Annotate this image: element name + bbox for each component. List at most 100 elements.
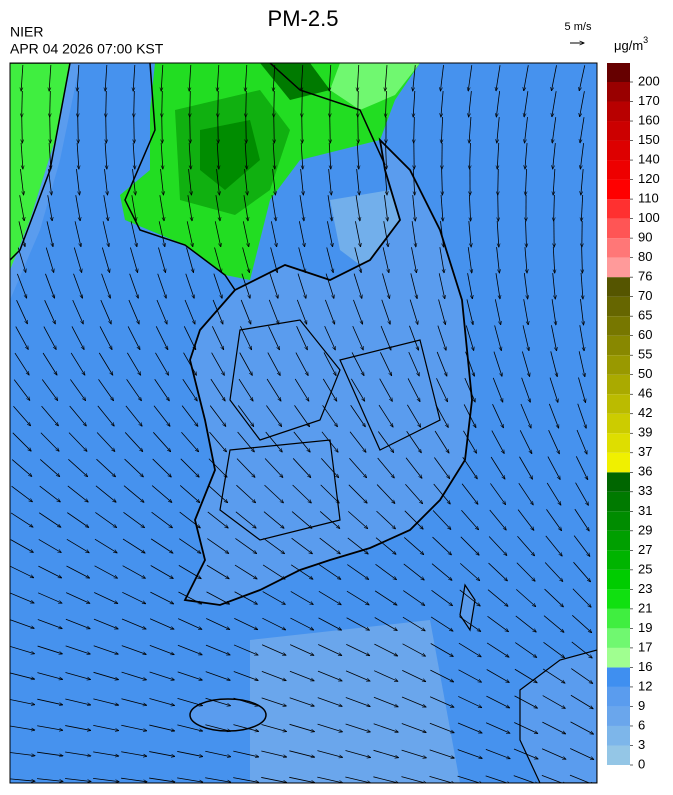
wind-arrow [378,431,393,453]
pm-area [330,63,420,110]
japan [519,649,597,783]
colorbar-label: 42 [638,405,652,420]
wind-arrow [345,697,370,706]
wind-arrow [218,90,219,117]
colorbar-segment [607,238,630,258]
wind-arrow [213,273,222,299]
wind-arrow [177,698,203,705]
wind-arrow [463,404,476,427]
wind-arrow [49,65,52,91]
wind-arrow [67,512,88,528]
wind-arrow [514,722,538,733]
colorbar-segment [607,355,630,375]
wind-arrow [38,565,61,578]
wind-arrow [374,643,397,656]
wind-arrow [440,65,444,91]
wind-arrow [403,563,424,580]
wind-arrow [302,90,303,117]
wind-arrow [301,64,303,91]
wind-arrow [492,404,504,428]
wind-arrow [519,430,532,453]
wind-arrow [208,485,227,502]
wind-arrow [10,565,33,577]
wind-arrow [383,221,388,247]
wind-arrow [322,378,336,401]
wind-arrow [162,90,163,117]
colorbar: 0369121617192123252729313336373942465055… [607,63,660,771]
colorbar-segment [607,296,630,317]
wind-arrow [551,299,556,325]
wind-arrow [124,432,143,451]
wind-arrow [318,644,342,655]
wind-arrow [71,326,84,349]
wind-arrow [209,405,226,427]
wind-arrow [517,535,534,556]
wind-arrow [442,168,443,195]
wind-arrow [217,64,219,91]
wind-arrow [570,694,593,709]
wind-arrow [574,508,589,531]
wind-arrow [207,511,228,528]
wind-arrow [149,698,174,706]
wind-arrow [274,90,275,117]
colorbar-label: 21 [638,600,652,615]
wind-arrow [121,724,146,731]
wind-arrow [128,299,139,324]
unit: μg/m3 [614,35,648,53]
wind-arrow [261,697,287,706]
wind-arrow [496,91,501,117]
wind-arrow [497,221,499,247]
wind-arrow [212,326,223,349]
wind-arrow [102,221,109,246]
colorbar-label: 70 [638,288,652,303]
wind-arrow [580,117,585,143]
wind-arrow [121,671,147,680]
colorbar-label: 16 [638,659,652,674]
colorbar-segment [607,257,630,278]
wind-arrow [65,778,91,781]
wind-arrow [233,724,258,732]
colorbar-label: 76 [638,269,652,284]
wind-arrow [215,195,220,221]
wind-arrow [291,511,312,529]
wind-arrow [572,615,591,632]
colorbar-label: 140 [638,151,660,166]
wind-arrow [296,326,308,350]
wind-arrow [436,351,447,376]
wind-arrow [65,618,90,628]
wind-arrow [290,591,313,604]
wind-arrow [37,698,62,705]
colorbar-segment [607,745,630,765]
wind-arrow [44,299,56,324]
wind-arrow [349,431,366,453]
wind-arrow [490,456,505,479]
wind-arrow [130,247,137,273]
wind-arrow [467,247,472,273]
wind-arrow [10,752,35,755]
wind-arrow [468,221,471,247]
wind-arrow [151,511,173,528]
wind-arrow [150,591,173,604]
wind-arrow [292,484,312,503]
wind-arrow [106,116,107,143]
colorbar-segment [607,277,630,297]
colorbar-segment [607,569,630,590]
wind-arrow [188,169,192,195]
wind-arrow [458,696,481,707]
wind-arrow [465,351,475,376]
wind-arrow [464,377,475,402]
wind-arrow [319,564,341,580]
wind-arrow [183,326,195,349]
wind-arrow [78,90,79,117]
wind-arrow [468,65,473,91]
datetime: APR 04 2026 07:00 KST [10,41,164,57]
wind-arrow [461,483,478,505]
colorbar-segment [607,335,630,356]
wind-arrow [187,195,192,221]
wind-arrow [18,221,25,246]
colorbar-segment [607,82,630,102]
wind-arrow [153,405,170,426]
wind-arrow [37,672,62,680]
wind-arrow [205,644,230,655]
wind-arrow [10,699,34,704]
